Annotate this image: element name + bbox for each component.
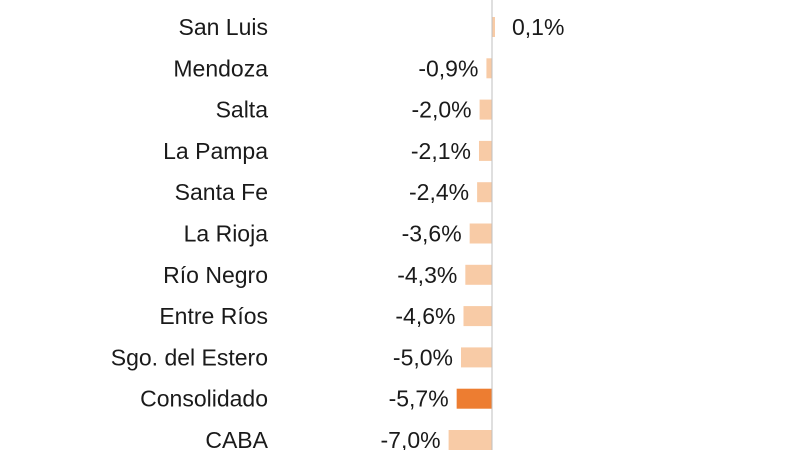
bar-santa-fe — [477, 182, 492, 203]
category-label-la-pampa: La Pampa — [163, 138, 268, 164]
category-label-la-rioja: La Rioja — [184, 221, 269, 247]
category-label-salta: Salta — [216, 97, 269, 123]
value-label-caba: -7,0% — [381, 427, 441, 450]
category-label-sgo-del-estero: Sgo. del Estero — [111, 344, 268, 370]
bar-caba — [448, 430, 492, 450]
value-label-mendoza: -0,9% — [418, 55, 478, 81]
value-label-consolidado: -5,7% — [389, 386, 449, 412]
value-label-la-pampa: -2,1% — [411, 138, 471, 164]
bars-group — [448, 17, 495, 450]
category-label-consolidado: Consolidado — [140, 386, 268, 412]
bar-san-luis — [492, 17, 495, 37]
bar-mendoza — [486, 58, 492, 79]
category-labels: San Luis Mendoza Salta La Pampa Santa Fe La R… — [111, 14, 269, 450]
category-label-rio-negro: Río Negro — [163, 262, 268, 288]
value-label-la-rioja: -3,6% — [402, 221, 462, 247]
bar-la-pampa — [478, 140, 492, 161]
bar-sgo-del-estero — [461, 347, 492, 368]
bar-entre-rios — [463, 306, 492, 327]
bar-salta — [479, 99, 492, 120]
category-label-santa-fe: Santa Fe — [175, 179, 268, 205]
bar-rio-negro — [465, 264, 492, 285]
category-label-san-luis: San Luis — [178, 14, 268, 40]
value-label-sgo-del-estero: -5,0% — [393, 344, 453, 370]
bar-la-rioja — [469, 223, 492, 244]
value-label-san-luis: 0,1% — [512, 14, 564, 40]
value-label-entre-rios: -4,6% — [395, 303, 455, 329]
value-label-rio-negro: -4,3% — [397, 262, 457, 288]
value-labels: 0,1% -0,9% -2,0% -2,1% -2,4% -3,6% -4,3% -4,6% -… — [381, 14, 565, 450]
value-label-santa-fe: -2,4% — [409, 179, 469, 205]
category-label-entre-rios: Entre Ríos — [159, 303, 268, 329]
value-label-salta: -2,0% — [412, 97, 472, 123]
category-label-mendoza: Mendoza — [173, 55, 268, 81]
category-label-caba: CABA — [205, 427, 268, 450]
bar-consolidado — [456, 388, 492, 409]
